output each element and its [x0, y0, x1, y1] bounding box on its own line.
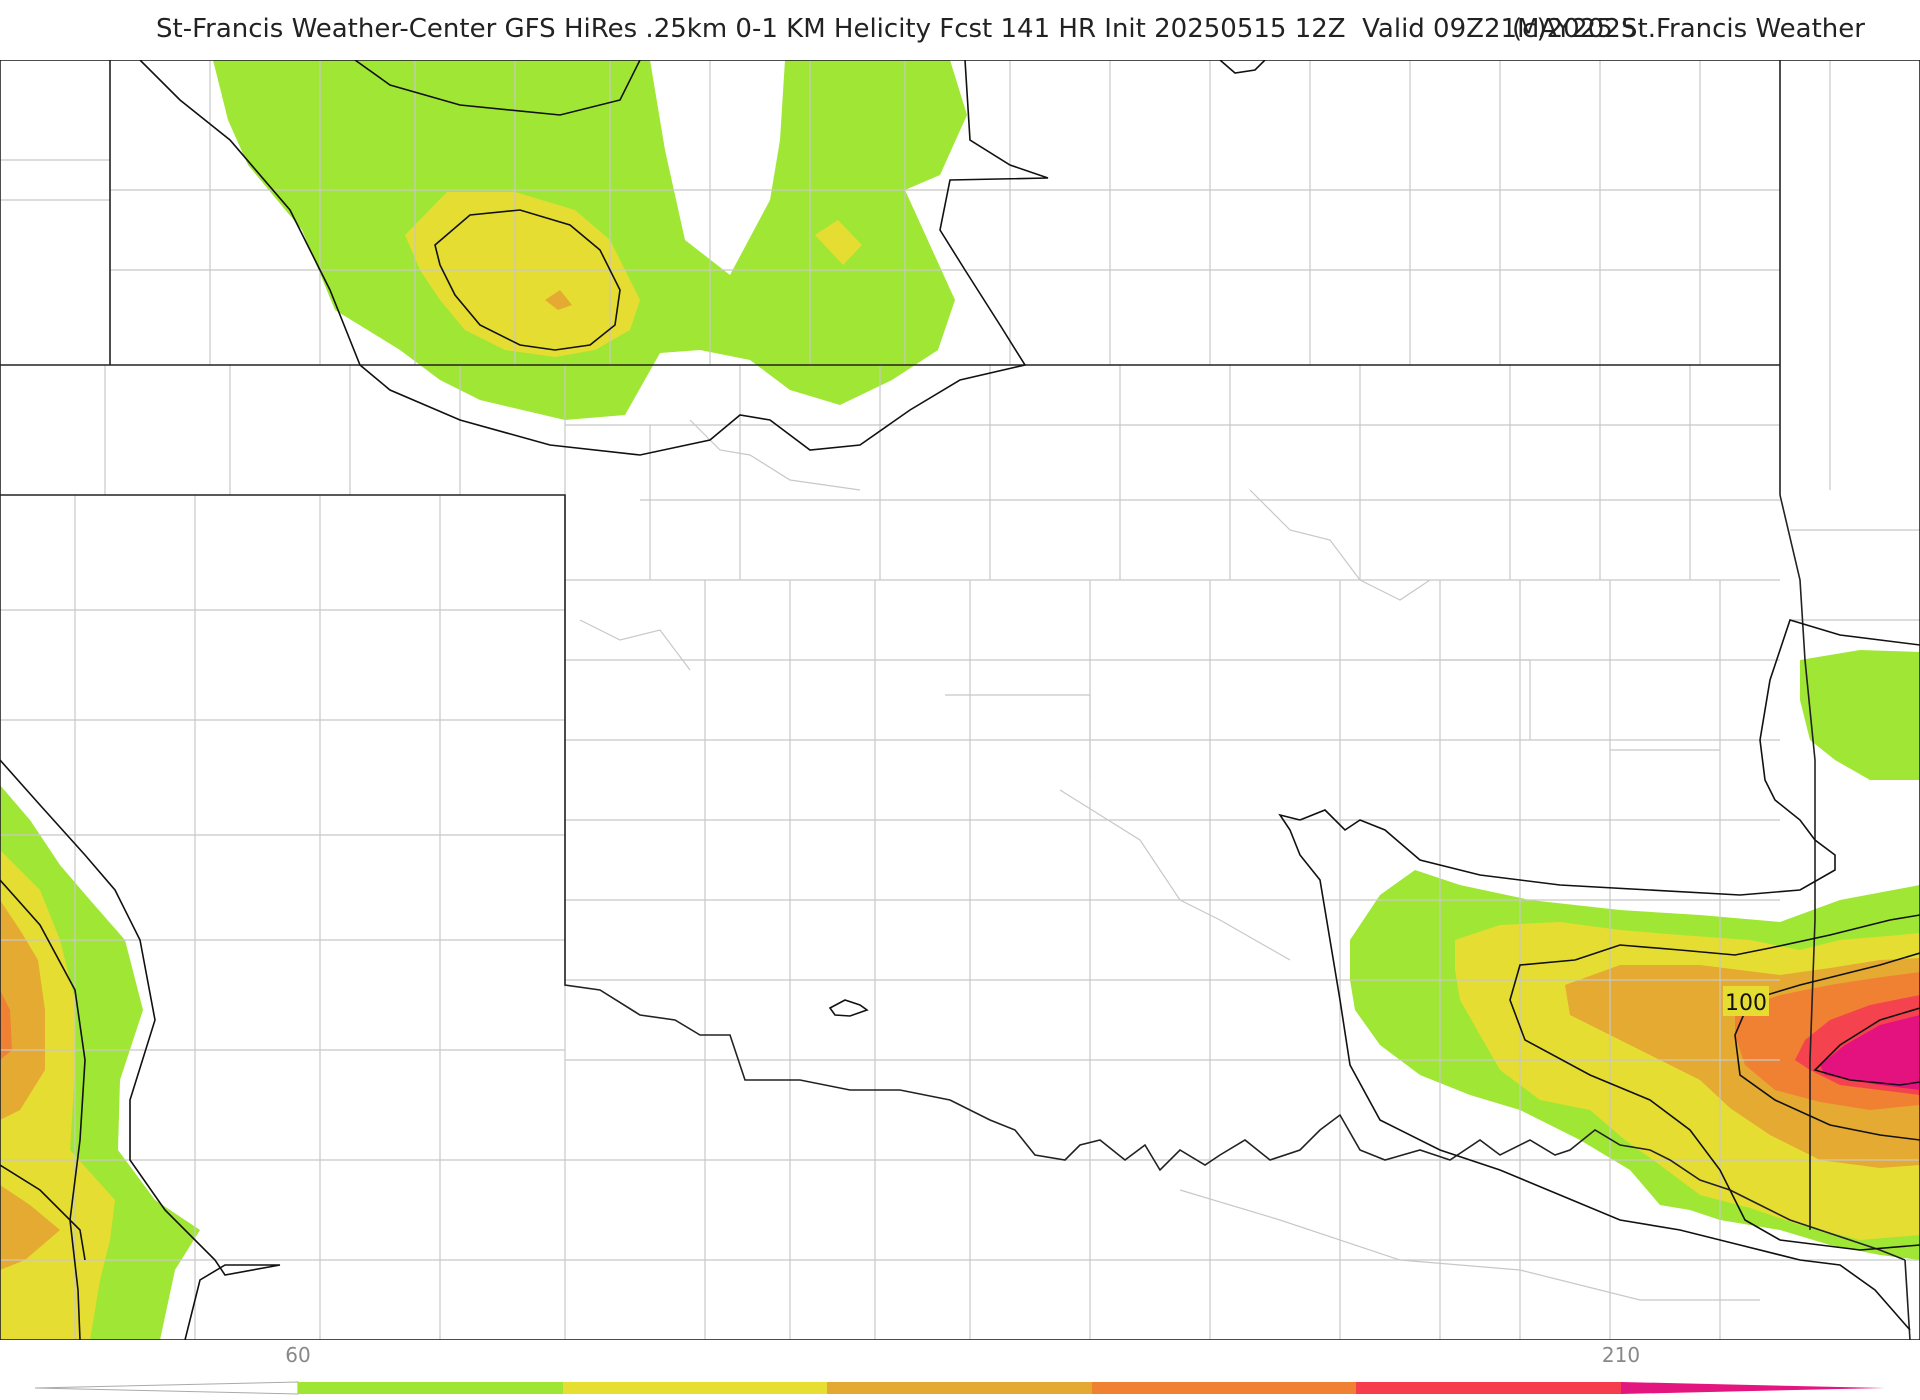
- map-title: St-Francis Weather-Center GFS HiRes .25k…: [0, 14, 1920, 54]
- colorbar-tick-60: 60: [285, 1343, 310, 1367]
- colorbar-tick-210: 210: [1602, 1343, 1640, 1367]
- contour-east-core: [1813, 1007, 1920, 1086]
- contour-east-100: [1509, 914, 1920, 1251]
- helicity-fill-west: [0, 785, 200, 1340]
- helicity-contours: [0, 60, 1920, 1340]
- county-lines: [0, 60, 1920, 1340]
- fill-yellow-spot-north: [815, 220, 862, 265]
- colorbar-under-extend: [34, 1381, 299, 1395]
- colorbar-bin-3: [827, 1382, 1092, 1394]
- fill-green-east-upper: [1800, 650, 1920, 780]
- helicity-fill-east: [1350, 650, 1920, 1260]
- contour-north-top: [354, 60, 1266, 116]
- copyright-text: (c)2025 St.Francis Weather: [1512, 14, 1865, 44]
- contour-east-inner: [1734, 952, 1920, 1141]
- colorbar-bin-5: [1356, 1382, 1621, 1394]
- fill-orange-spot-north: [545, 290, 572, 310]
- contour-east-outer: [1299, 619, 1920, 896]
- contour-north-outer: [139, 60, 1049, 456]
- contour-east-bend: [1278, 813, 1911, 1331]
- contour-label-bg: [1723, 986, 1769, 1016]
- helicity-map: 100: [0, 60, 1920, 1340]
- title-text: St-Francis Weather-Center GFS HiRes .25k…: [156, 14, 1638, 44]
- colorbar-bin-1: [298, 1382, 563, 1394]
- colorbar: 60 210: [34, 1343, 1885, 1395]
- state-borders: [0, 60, 1920, 1340]
- contour-small-loop: [828, 999, 869, 1017]
- helicity-fill-north: [213, 60, 967, 420]
- colorbar-bin-2: [563, 1382, 827, 1394]
- contour-north-inner: [434, 209, 621, 351]
- colorbar-over-extend: [1621, 1382, 1885, 1394]
- fill-orange-light-west: [0, 900, 60, 1270]
- fill-yellow-north: [405, 192, 640, 357]
- fill-orange-west: [0, 990, 12, 1060]
- fill-magenta-east: [1820, 1015, 1920, 1090]
- contour-label-100: 100: [1725, 991, 1767, 1016]
- contour-west-outer: [0, 759, 281, 1340]
- contour-west-inner: [0, 879, 86, 1340]
- colorbar-bin-4: [1092, 1382, 1356, 1394]
